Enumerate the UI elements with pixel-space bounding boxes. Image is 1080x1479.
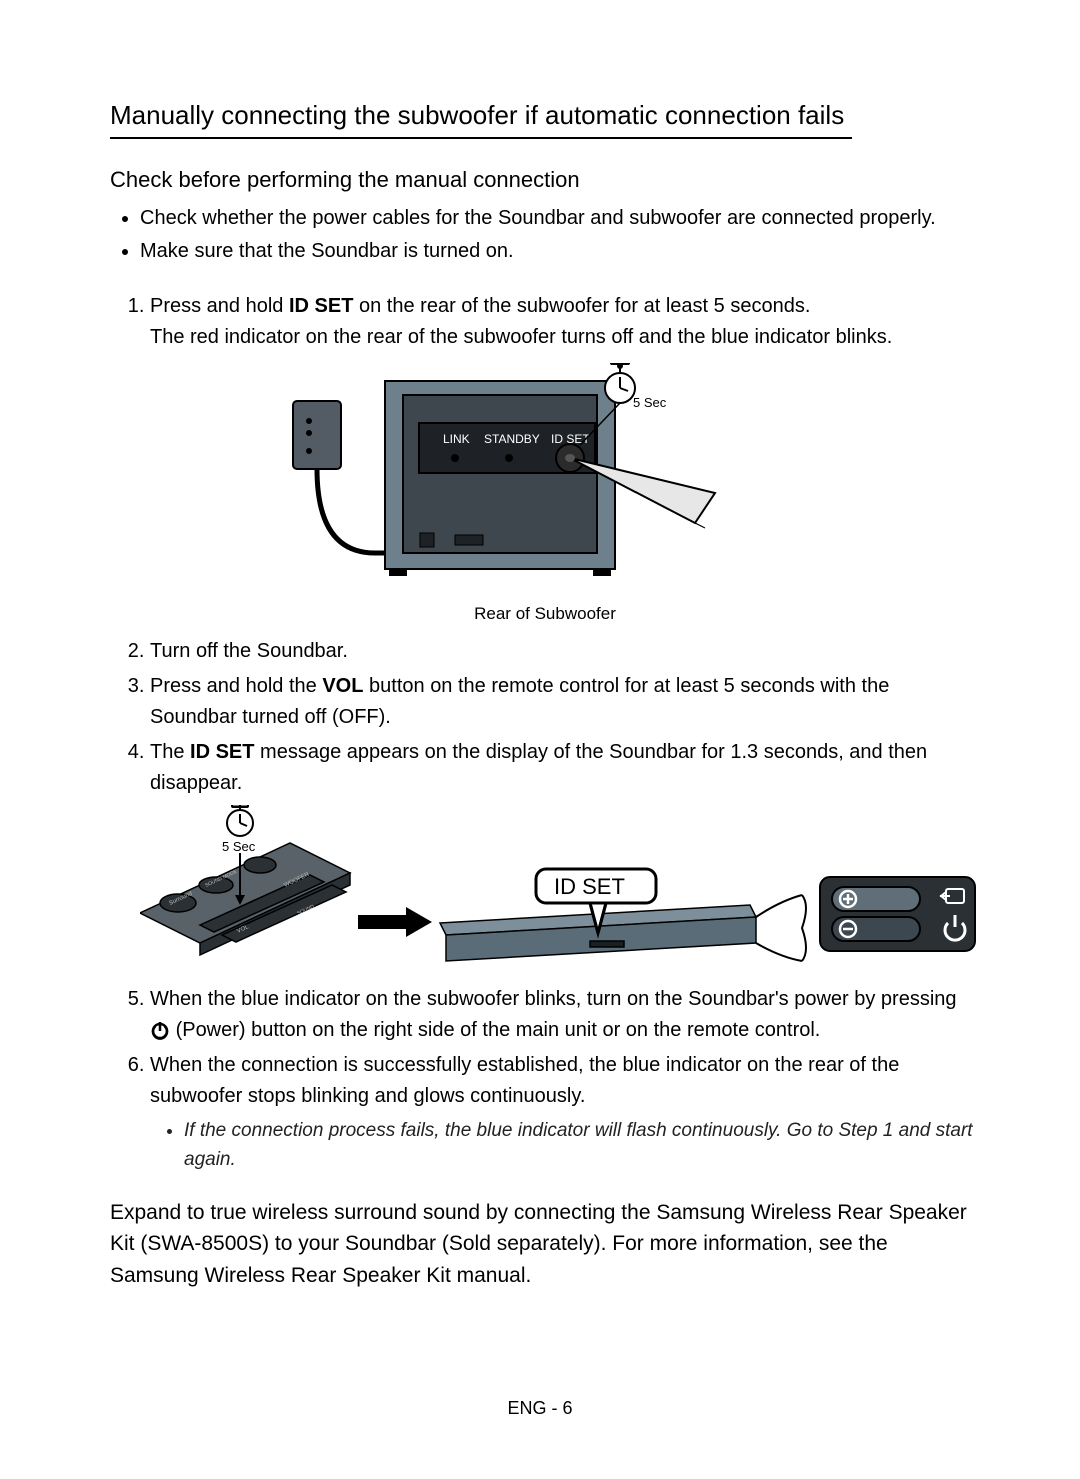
step-continuation: The red indicator on the rear of the sub… [150, 322, 980, 353]
step-6-sub: If the connection process fails, the blu… [184, 1116, 980, 1175]
step-3: Press and hold the VOL button on the rem… [150, 671, 980, 733]
step-5: When the blue indicator on the subwoofer… [150, 984, 980, 1046]
step-text: When the connection is successfully esta… [150, 1054, 899, 1107]
step-text: Press and hold [150, 295, 289, 317]
step-4: The ID SET message appears on the displa… [150, 737, 980, 799]
svg-text:LINK: LINK [443, 432, 470, 446]
step-1: Press and hold ID SET on the rear of the… [150, 291, 980, 353]
steps-list-cont: Turn off the Soundbar. Press and hold th… [122, 636, 980, 799]
idset-label: ID SET [289, 295, 353, 317]
manual-page: Manually connecting the subwoofer if aut… [0, 0, 1080, 1479]
steps-list-cont2: When the blue indicator on the subwoofer… [122, 984, 980, 1175]
subheading: Check before performing the manual conne… [110, 167, 980, 193]
check-item: Make sure that the Soundbar is turned on… [140, 236, 980, 267]
vol-label: VOL [322, 675, 363, 697]
step-text: (Power) button on the right side of the … [176, 1019, 821, 1041]
figure-caption: Rear of Subwoofer [110, 604, 980, 624]
step-text: The [150, 741, 190, 763]
step-6: When the connection is successfully esta… [150, 1050, 980, 1175]
expand-note: Expand to true wireless surround sound b… [110, 1197, 980, 1292]
check-item: Check whether the power cables for the S… [140, 203, 980, 234]
idset-label: ID SET [190, 741, 254, 763]
svg-text:5 Sec: 5 Sec [222, 839, 256, 854]
step-text: Press and hold the [150, 675, 322, 697]
power-icon [150, 1020, 170, 1040]
svg-text:ID SET: ID SET [554, 874, 625, 899]
figure-rear-subwoofer: LINK STANDBY ID SET [285, 363, 805, 598]
step-text: When the blue indicator on the subwoofer… [150, 988, 957, 1010]
page-number: ENG - 6 [0, 1398, 1080, 1419]
figure-soundbar-idset: Surround SOUND MODE WOOFER VOL SOUND 5 S… [140, 805, 980, 970]
svg-text:STANDBY: STANDBY [484, 432, 540, 446]
section-title: Manually connecting the subwoofer if aut… [110, 100, 852, 139]
pre-checks-list: Check whether the power cables for the S… [122, 203, 980, 267]
svg-text:5 Sec: 5 Sec [633, 395, 667, 410]
steps-list: Press and hold ID SET on the rear of the… [122, 291, 980, 353]
step-text: on the rear of the subwoofer for at leas… [353, 295, 810, 317]
step-text: message appears on the display of the So… [150, 741, 927, 794]
step-2: Turn off the Soundbar. [150, 636, 980, 667]
